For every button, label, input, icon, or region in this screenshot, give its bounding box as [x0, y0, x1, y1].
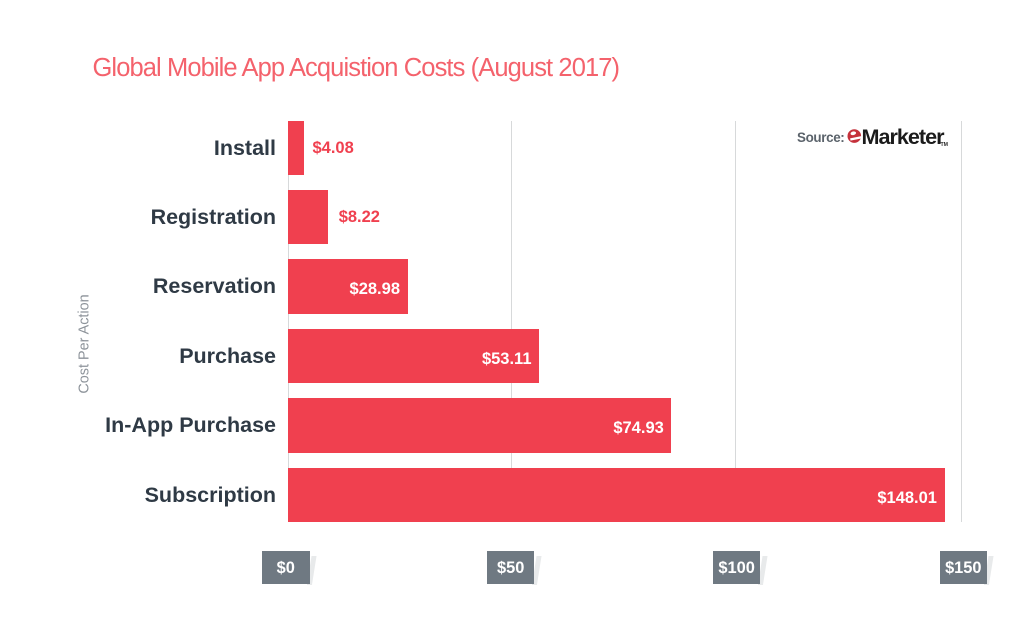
svg-text:TM: TM — [941, 142, 949, 148]
svg-text:Marketer: Marketer — [862, 124, 946, 149]
